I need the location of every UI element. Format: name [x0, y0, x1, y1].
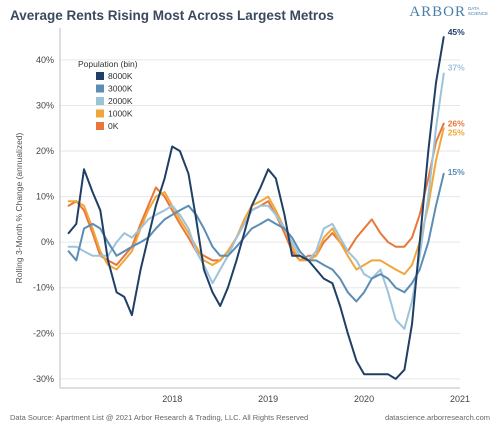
- y-tick-label: 20%: [36, 146, 54, 156]
- series-line-2000k: [67, 72, 445, 330]
- legend-label: 0K: [108, 121, 119, 131]
- x-tick-label: 2021: [450, 394, 470, 404]
- legend-swatch: [96, 122, 104, 130]
- y-tick-label: -30%: [33, 374, 54, 384]
- legend-swatch: [96, 72, 104, 80]
- end-value-label: 26%: [448, 119, 465, 129]
- legend-label: 2000K: [108, 96, 133, 106]
- y-tick-label: 30%: [36, 100, 54, 110]
- legend-title: Population (bin): [78, 59, 138, 69]
- y-tick-label: 0%: [41, 237, 54, 247]
- legend-label: 8000K: [108, 71, 133, 81]
- legend: Population (bin) 8000K 3000K 2000K 1000K 0K: [78, 59, 138, 131]
- x-tick-label: 2020: [354, 394, 374, 404]
- end-value-label: 37%: [448, 63, 465, 73]
- logo-wordmark: ARBOR: [409, 4, 466, 20]
- series-line-8000k: [67, 36, 445, 380]
- grid-lines: [60, 59, 460, 380]
- y-tick-label: 10%: [36, 192, 54, 202]
- data-source-note: Data Source: Apartment List @ 2021 Arbor…: [10, 413, 309, 422]
- chart-title: Average Rents Rising Most Across Largest…: [10, 8, 334, 23]
- website-link[interactable]: datascience.arborresearch.com: [384, 413, 490, 422]
- legend-label: 1000K: [108, 109, 133, 119]
- logo-subtitle: DATA SCIENCE: [468, 6, 489, 16]
- series-line-3000k: [67, 172, 445, 303]
- end-labels: 45% 15% 37% 25%26%: [448, 27, 465, 177]
- axes: 40% 30% 20% 10% 0% -10% -20% -30% 2018 2019 2020 20…: [14, 28, 470, 404]
- end-value-label: 45%: [448, 27, 465, 37]
- y-tick-label: -10%: [33, 283, 54, 293]
- legend-swatch: [96, 109, 104, 118]
- y-tick-label: -20%: [33, 328, 54, 338]
- series-line-1000k: [67, 127, 445, 276]
- arbor-logo: ARBOR DATA SCIENCE: [409, 4, 492, 21]
- y-tick-label: 40%: [36, 55, 54, 65]
- legend-label: 3000K: [108, 84, 133, 94]
- end-value-label: 25%: [448, 127, 465, 137]
- x-tick-label: 2018: [162, 394, 182, 404]
- legend-swatch: [96, 97, 104, 105]
- series-lines: [67, 36, 445, 380]
- end-value-label: 15%: [448, 167, 465, 177]
- legend-swatch: [96, 84, 104, 93]
- x-tick-label: 2019: [258, 394, 278, 404]
- y-axis-title: Rolling 3-Month % Change (annualized): [14, 132, 24, 283]
